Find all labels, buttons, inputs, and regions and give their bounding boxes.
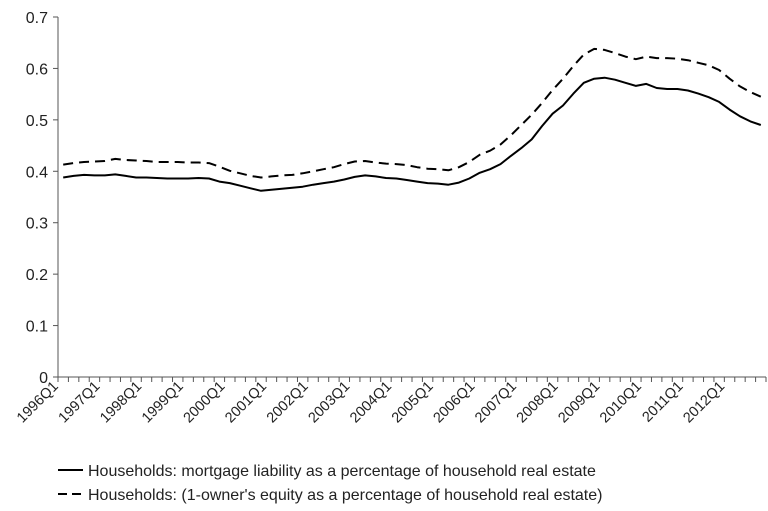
y-tick-label: 0 <box>39 370 48 387</box>
x-tick-label: 2002Q1 <box>264 379 312 427</box>
x-tick-label: 2012Q1 <box>680 379 728 427</box>
x-tick-label: 2000Q1 <box>181 379 229 427</box>
y-tick-label: 0.7 <box>26 10 48 27</box>
series-line-owners-equity <box>63 47 762 179</box>
x-tick-label: 2009Q1 <box>555 379 603 427</box>
x-tick-label: 2007Q1 <box>472 379 520 427</box>
x-tick-label: 2008Q1 <box>514 379 562 427</box>
series-line-mortgage-liability <box>63 76 762 192</box>
legend-label-mortgage-liability: Households: mortgage liability as a perc… <box>88 463 596 480</box>
legend-label-owners-equity: Households: (1-owner's equity as a perce… <box>88 487 602 504</box>
y-tick-label: 0.3 <box>26 216 48 233</box>
y-tick-label: 0.1 <box>26 319 48 336</box>
x-axis: 1996Q11997Q11998Q11999Q12000Q12001Q12002… <box>14 376 767 427</box>
x-tick-label: 1996Q1 <box>14 379 62 427</box>
y-tick-label: 0.4 <box>26 164 48 181</box>
y-tick-label: 0.5 <box>26 113 48 130</box>
x-tick-label: 2005Q1 <box>389 379 437 427</box>
y-tick-label: 0.2 <box>26 267 48 284</box>
x-tick-label: 2010Q1 <box>597 379 645 427</box>
x-tick-label: 1997Q1 <box>56 379 104 427</box>
legend: Households: mortgage liability as a perc… <box>58 463 602 504</box>
y-axis: 0 0.1 0.2 0.3 0.4 0.5 0.6 0.7 <box>26 10 59 387</box>
series-layer <box>63 47 762 192</box>
y-tick-label: 0.6 <box>26 61 48 78</box>
legend-item-owners-equity: Households: (1-owner's equity as a perce… <box>58 487 602 504</box>
x-tick-label: 2006Q1 <box>430 379 478 427</box>
x-tick-label: 2011Q1 <box>639 379 686 426</box>
x-tick-label: 2004Q1 <box>347 379 395 427</box>
x-tick-label: 1998Q1 <box>97 379 145 427</box>
x-tick-label: 1999Q1 <box>139 379 187 427</box>
x-tick-label: 2003Q1 <box>306 379 354 427</box>
x-tick-label: 2001Q1 <box>222 379 270 427</box>
legend-item-mortgage-liability: Households: mortgage liability as a perc… <box>58 463 596 480</box>
